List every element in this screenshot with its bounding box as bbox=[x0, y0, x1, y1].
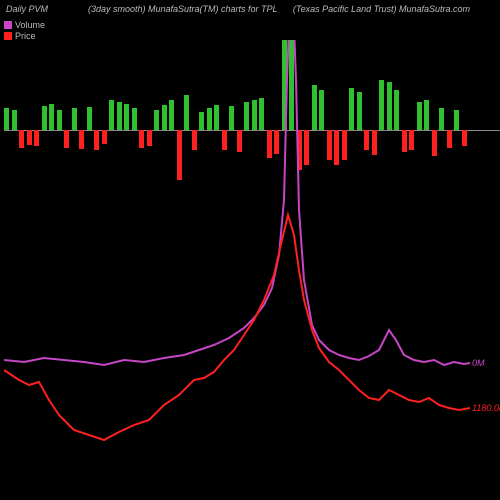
line-chart-svg bbox=[4, 40, 470, 496]
header-center: (3day smooth) MunafaSutra(TM) charts for… bbox=[88, 4, 278, 14]
axis-end-label: 0M bbox=[472, 358, 485, 368]
chart-header: Daily PVM (3day smooth) MunafaSutra(TM) … bbox=[0, 4, 500, 18]
legend: VolumePrice bbox=[4, 20, 45, 42]
header-left: Daily PVM bbox=[0, 4, 48, 18]
legend-item: Volume bbox=[4, 20, 45, 30]
header-right: (Texas Pacific Land Trust) MunafaSutra.c… bbox=[293, 4, 500, 18]
legend-swatch bbox=[4, 21, 12, 29]
price-line bbox=[4, 215, 470, 440]
legend-label: Volume bbox=[15, 20, 45, 30]
axis-end-label: 1180.08 bbox=[472, 403, 500, 413]
legend-swatch bbox=[4, 32, 12, 40]
chart-area: 0M1180.08 bbox=[4, 40, 470, 496]
volume-line bbox=[4, 40, 470, 365]
